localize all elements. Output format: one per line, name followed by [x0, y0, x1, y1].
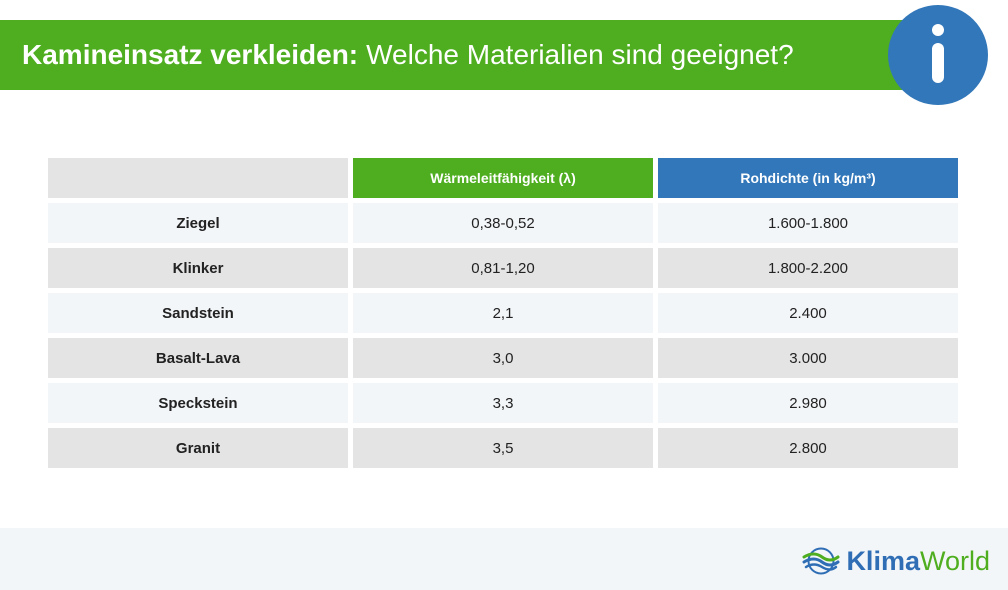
- table-row: Ziegel 0,38-0,52 1.600-1.800: [48, 203, 958, 243]
- density-cell: 1.800-2.200: [658, 248, 958, 288]
- materials-table: Wärmeleitfähigkeit (λ) Rohdichte (in kg/…: [48, 158, 958, 473]
- title-banner: Kamineinsatz verkleiden: Welche Material…: [0, 20, 905, 90]
- conductivity-cell: 3,0: [353, 338, 653, 378]
- material-cell: Granit: [48, 428, 348, 468]
- density-cell: 2.400: [658, 293, 958, 333]
- table-row: Basalt-Lava 3,0 3.000: [48, 338, 958, 378]
- info-icon-bar: [932, 43, 944, 83]
- density-cell: 2.980: [658, 383, 958, 423]
- conductivity-cell: 2,1: [353, 293, 653, 333]
- footer-bar: KlimaWorld: [0, 528, 1008, 590]
- conductivity-cell: 3,5: [353, 428, 653, 468]
- table-header-row: Wärmeleitfähigkeit (λ) Rohdichte (in kg/…: [48, 158, 958, 198]
- material-cell: Ziegel: [48, 203, 348, 243]
- conductivity-cell: 3,3: [353, 383, 653, 423]
- logo-part-world: World: [919, 546, 990, 576]
- conductivity-cell: 0,81-1,20: [353, 248, 653, 288]
- logo-part-klima: Klima: [846, 546, 920, 576]
- material-cell: Speckstein: [48, 383, 348, 423]
- density-cell: 1.600-1.800: [658, 203, 958, 243]
- table-row: Klinker 0,81-1,20 1.800-2.200: [48, 248, 958, 288]
- material-cell: Klinker: [48, 248, 348, 288]
- table-row: Speckstein 3,3 2.980: [48, 383, 958, 423]
- conductivity-cell: 0,38-0,52: [353, 203, 653, 243]
- logo-wordmark: KlimaWorld: [846, 546, 990, 576]
- material-cell: Sandstein: [48, 293, 348, 333]
- header-cell-conductivity: Wärmeleitfähigkeit (λ): [353, 158, 653, 198]
- info-icon: [888, 5, 988, 105]
- info-icon-dot: [932, 24, 944, 36]
- density-cell: 3.000: [658, 338, 958, 378]
- waves-logo-icon: [802, 547, 840, 575]
- header-cell-empty: [48, 158, 348, 198]
- material-cell: Basalt-Lava: [48, 338, 348, 378]
- header-cell-density: Rohdichte (in kg/m³): [658, 158, 958, 198]
- density-cell: 2.800: [658, 428, 958, 468]
- klimaworld-logo[interactable]: KlimaWorld: [802, 546, 990, 576]
- title-bold: Kamineinsatz verkleiden:: [22, 39, 359, 70]
- table-row: Sandstein 2,1 2.400: [48, 293, 958, 333]
- title-rest: Welche Materialien sind geeignet?: [366, 39, 794, 70]
- table-row: Granit 3,5 2.800: [48, 428, 958, 468]
